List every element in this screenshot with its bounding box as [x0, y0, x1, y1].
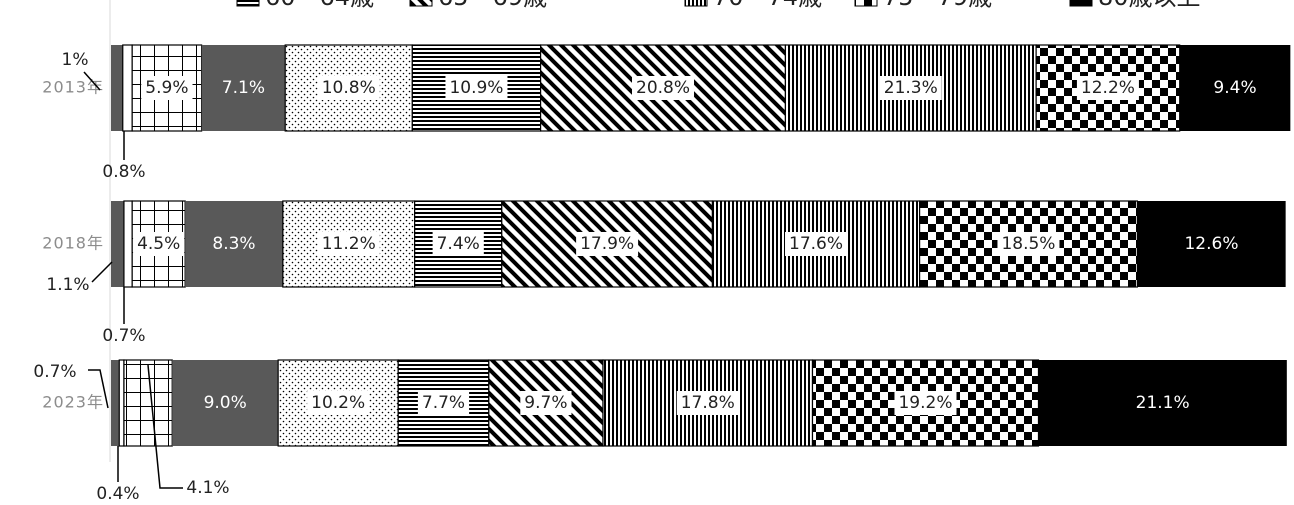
data-label: 10.2%: [311, 393, 365, 413]
legend-label: 65～69歳: [438, 0, 547, 11]
data-label: 7.4%: [437, 234, 480, 254]
data-label: 12.2%: [1081, 78, 1135, 98]
bar-segment: [185, 201, 283, 287]
bar-segment: [1038, 360, 1287, 446]
bar-segment: [1179, 45, 1291, 131]
label-background: [141, 76, 193, 100]
data-label: 0.8%: [102, 162, 145, 182]
bar-segment: [411, 44, 542, 132]
data-label: 18.5%: [1001, 234, 1055, 254]
data-label: 10.8%: [322, 78, 376, 98]
data-label: 11.2%: [322, 234, 376, 254]
leader-line: [147, 364, 183, 489]
data-label: 9.7%: [524, 393, 567, 413]
legend-label: 75～79歳: [883, 0, 992, 11]
legend-swatch: [684, 0, 708, 7]
data-label: 1.1%: [46, 275, 89, 295]
data-label: 21.3%: [884, 78, 938, 98]
data-label: 9.4%: [1213, 78, 1256, 98]
label-background: [432, 232, 484, 256]
bar-segment: [123, 200, 133, 288]
bar-segment: [118, 359, 125, 447]
data-label: 7.7%: [422, 393, 465, 413]
data-label: 9.0%: [204, 393, 247, 413]
label-background: [1076, 76, 1139, 100]
bar-segment: [1035, 44, 1181, 132]
data-label: 0.7%: [102, 326, 145, 346]
label-background: [307, 391, 370, 415]
data-label: 17.9%: [580, 234, 634, 254]
data-label: 12.6%: [1184, 234, 1238, 254]
label-background: [445, 76, 508, 100]
bar-segment: [282, 200, 416, 288]
bar-segment: [111, 201, 124, 287]
legend-label: 80歳以上: [1098, 0, 1201, 11]
category-label: 2023年: [42, 393, 104, 412]
legend-swatch: [1069, 0, 1093, 7]
legend-label: 60～64歳: [265, 0, 374, 11]
data-label: 17.6%: [789, 234, 843, 254]
data-label: 5.9%: [145, 78, 188, 98]
data-label: 0.7%: [33, 362, 76, 382]
data-label: 0.4%: [96, 484, 139, 504]
category-label: 2018年: [42, 234, 104, 253]
label-background: [417, 391, 470, 415]
label-background: [520, 391, 572, 415]
data-label: 10.9%: [449, 78, 503, 98]
legend-label: 70～74歳: [713, 0, 822, 11]
data-label: 7.1%: [222, 78, 265, 98]
label-background: [317, 232, 380, 256]
label-background: [879, 76, 942, 100]
leader-line: [83, 71, 101, 91]
leader-line: [88, 369, 109, 409]
bar-segment: [111, 45, 123, 131]
data-label: 4.5%: [137, 234, 180, 254]
bar-segment: [111, 360, 120, 446]
data-label: 19.2%: [898, 393, 952, 413]
category-label: 2013年: [42, 78, 104, 97]
legend-swatch: [236, 0, 260, 7]
data-label: 21.1%: [1136, 393, 1190, 413]
bar-segment: [1137, 201, 1286, 287]
label-background: [133, 232, 185, 256]
data-label: 1%: [62, 50, 89, 70]
data-label: 8.3%: [212, 234, 255, 254]
bar-segment: [172, 360, 279, 446]
bar-segment: [201, 45, 286, 131]
label-background: [997, 232, 1060, 256]
bar-segment: [122, 44, 133, 132]
label-background: [317, 76, 380, 100]
label-background: [676, 391, 739, 415]
data-label: 4.1%: [186, 478, 229, 498]
legend-swatch: [854, 0, 878, 7]
data-label: 20.8%: [636, 78, 690, 98]
label-background: [894, 391, 957, 415]
label-background: [576, 232, 639, 256]
leader-line: [91, 261, 113, 283]
label-background: [632, 76, 695, 100]
data-label: 17.8%: [681, 393, 735, 413]
legend-swatch: [409, 0, 433, 7]
label-background: [785, 232, 848, 256]
